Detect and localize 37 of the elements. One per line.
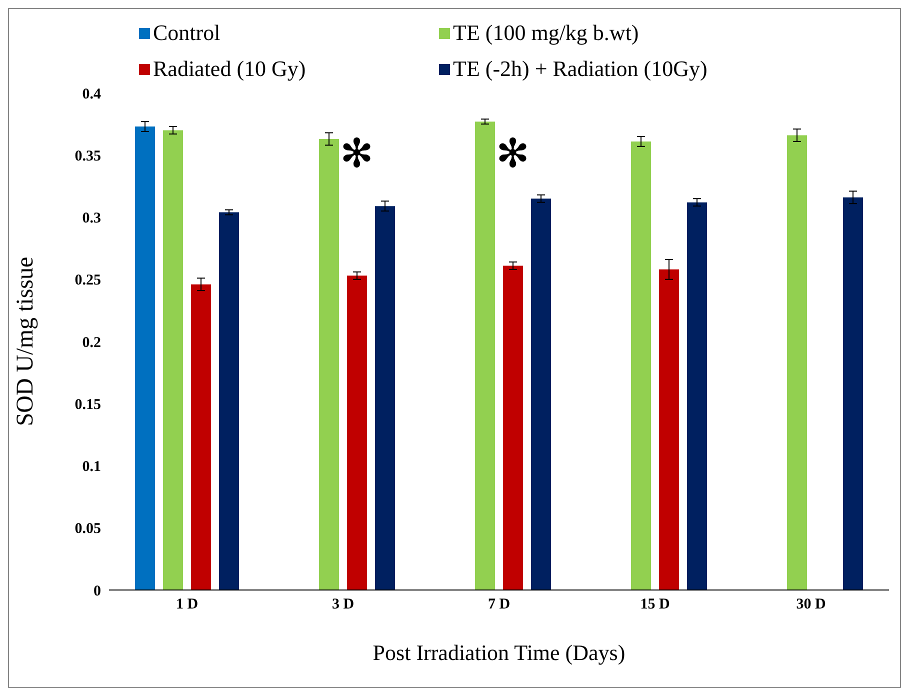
x-tick-label: 7 D bbox=[488, 596, 510, 613]
bar bbox=[219, 212, 239, 590]
bar bbox=[347, 276, 367, 590]
annotation: ✻ bbox=[340, 131, 374, 176]
bar bbox=[375, 206, 395, 590]
y-tick-label: 0.1 bbox=[82, 459, 101, 476]
bar bbox=[163, 130, 183, 590]
x-tick-label: 15 D bbox=[640, 596, 670, 613]
x-tick-label: 3 D bbox=[332, 596, 354, 613]
y-tick-label: 0.3 bbox=[82, 210, 101, 227]
x-tick-label: 1 D bbox=[176, 596, 198, 613]
legend-label: Control bbox=[153, 20, 220, 46]
legend-label: TE (100 mg/kg b.wt) bbox=[453, 20, 639, 46]
y-axis-title: SOD U/mg tissue bbox=[12, 256, 39, 426]
legend-label: Radiated (10 Gy) bbox=[153, 56, 306, 82]
y-tick-label: 0.25 bbox=[74, 272, 101, 289]
bar bbox=[631, 141, 651, 590]
bar bbox=[319, 138, 339, 590]
bar bbox=[475, 122, 495, 590]
bar bbox=[503, 266, 523, 590]
y-tick-label: 0.35 bbox=[74, 148, 101, 164]
y-tick-label: 0.15 bbox=[74, 396, 101, 413]
y-tick-label: 0.05 bbox=[74, 521, 101, 538]
annotation: ✻ bbox=[496, 131, 530, 176]
x-axis-title: Post Irradiation Time (Days) bbox=[372, 640, 626, 665]
bar bbox=[787, 135, 807, 590]
y-tick-label: 0.4 bbox=[82, 86, 102, 102]
legend-label: TE (-2h) + Radiation (10Gy) bbox=[453, 56, 708, 82]
bar bbox=[191, 284, 211, 590]
bar bbox=[687, 202, 707, 590]
x-tick-label: 30 D bbox=[796, 596, 826, 613]
bar bbox=[659, 269, 679, 590]
bar bbox=[843, 197, 863, 590]
y-tick-label: 0 bbox=[94, 583, 101, 600]
bar bbox=[135, 126, 155, 590]
bar bbox=[531, 198, 551, 590]
y-tick-label: 0.2 bbox=[82, 334, 101, 351]
